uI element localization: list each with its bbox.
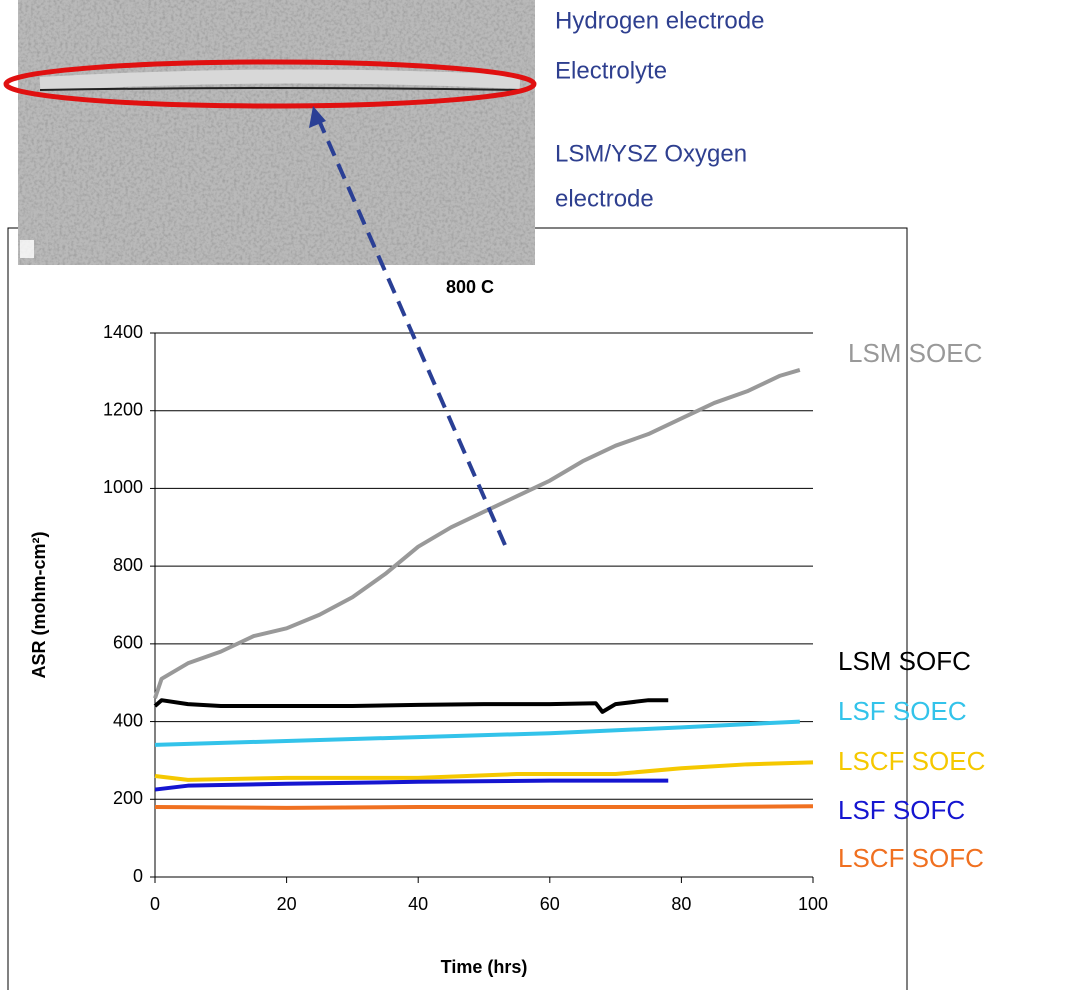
series-line [153, 698, 669, 714]
annotation: electrode [555, 185, 654, 212]
y-tick-label: 800 [113, 555, 143, 575]
x-tick-label: 100 [798, 894, 828, 914]
y-tick-label: 1200 [103, 399, 143, 419]
x-tick-label: 0 [150, 894, 160, 914]
series-line [154, 719, 800, 747]
arrow-shaft [316, 117, 507, 546]
micrograph [18, 0, 535, 265]
annotation: 800 C [446, 277, 494, 297]
y-tick-label: 0 [133, 866, 143, 886]
y-tick-label: 1400 [103, 322, 143, 342]
legend-label: LSF SOEC [838, 696, 967, 726]
legend-label: LSM SOFC [838, 646, 971, 676]
y-tick-label: 600 [113, 633, 143, 653]
y-tick-label: 200 [113, 788, 143, 808]
x-tick-label: 80 [671, 894, 691, 914]
legend-label: LSCF SOFC [838, 843, 984, 873]
annotation: Hydrogen electrode [555, 7, 764, 34]
y-tick-label: 400 [113, 710, 143, 730]
x-tick-label: 60 [540, 894, 560, 914]
legend-label: LSM SOEC [848, 338, 982, 368]
y-axis-label: ASR (mohm-cm²) [29, 531, 49, 678]
series-line [154, 804, 814, 810]
legend-label: LSF SOFC [838, 795, 965, 825]
x-tick-label: 40 [408, 894, 428, 914]
series-line [154, 778, 669, 792]
annotation: Electrolyte [555, 57, 667, 84]
x-axis-label: Time (hrs) [441, 957, 528, 977]
y-tick-label: 1000 [103, 477, 143, 497]
series-line [153, 367, 801, 699]
annotation: LSM/YSZ Oxygen [555, 140, 747, 167]
legend-label: LSCF SOEC [838, 746, 985, 776]
x-tick-label: 20 [277, 894, 297, 914]
arrow-head [309, 106, 326, 128]
highlight-ellipse [3, 59, 537, 109]
series-line [154, 760, 814, 782]
